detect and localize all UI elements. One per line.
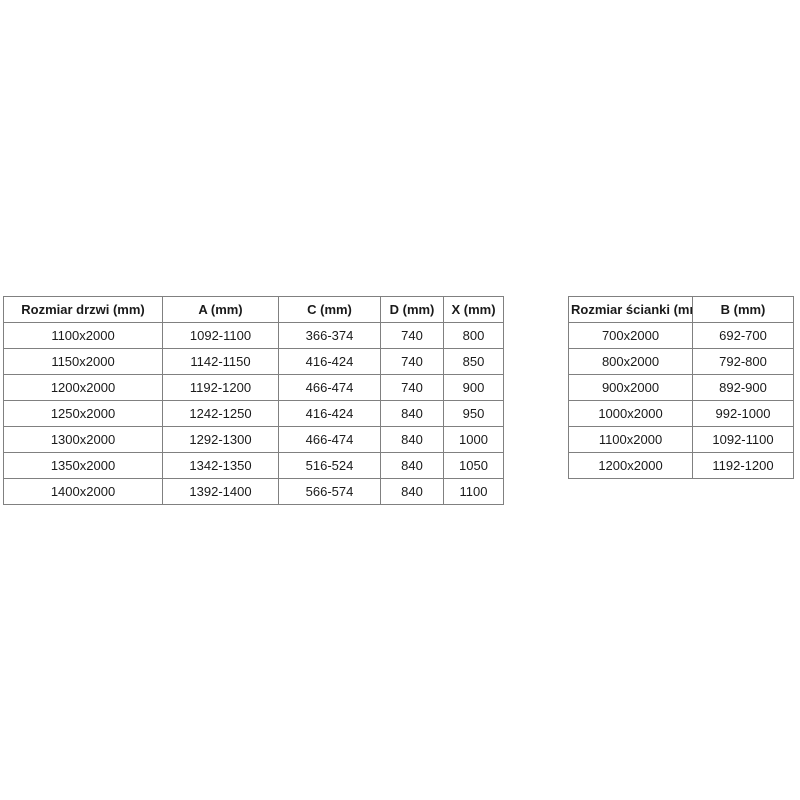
table-cell: 900 bbox=[443, 374, 504, 401]
column-header: X (mm) bbox=[443, 296, 504, 323]
table-cell: 416-424 bbox=[278, 348, 381, 375]
table-cell: 840 bbox=[380, 400, 444, 427]
table-cell: 740 bbox=[380, 348, 444, 375]
table-cell: 1342-1350 bbox=[162, 452, 279, 479]
door-size-table: Rozmiar drzwi (mm) A (mm) C (mm) D (mm) X (m… bbox=[3, 296, 504, 505]
header-row: Rozmiar drzwi (mm) A (mm) C (mm) D (mm) X (m… bbox=[3, 296, 504, 323]
table-cell: 1400x2000 bbox=[3, 478, 163, 505]
column-header: B (mm) bbox=[692, 296, 794, 323]
table-cell: 416-424 bbox=[278, 400, 381, 427]
table-cell: 1100x2000 bbox=[3, 322, 163, 349]
table-cell: 1300x2000 bbox=[3, 426, 163, 453]
table-cell: 700x2000 bbox=[568, 322, 693, 349]
table-cell: 1200x2000 bbox=[568, 452, 693, 479]
table-cell: 740 bbox=[380, 374, 444, 401]
table-row: 900x2000 892-900 bbox=[568, 374, 794, 401]
column-header: Rozmiar ścianki (mm) bbox=[568, 296, 693, 323]
table-cell: 1292-1300 bbox=[162, 426, 279, 453]
table-cell: 1000x2000 bbox=[568, 400, 693, 427]
table-cell: 1242-1250 bbox=[162, 400, 279, 427]
column-header: A (mm) bbox=[162, 296, 279, 323]
table-row: 1000x2000 992-1000 bbox=[568, 400, 794, 427]
table-row: 1200x2000 1192-1200 466-474 740 900 bbox=[3, 374, 504, 401]
table-cell: 1050 bbox=[443, 452, 504, 479]
table-cell: 840 bbox=[380, 426, 444, 453]
table-cell: 692-700 bbox=[692, 322, 794, 349]
table-cell: 950 bbox=[443, 400, 504, 427]
table-cell: 992-1000 bbox=[692, 400, 794, 427]
table-cell: 840 bbox=[380, 452, 444, 479]
table-cell: 900x2000 bbox=[568, 374, 693, 401]
table-row: 1400x2000 1392-1400 566-574 840 1100 bbox=[3, 478, 504, 505]
table-row: 1100x2000 1092-1100 bbox=[568, 426, 794, 453]
table-row: 1200x2000 1192-1200 bbox=[568, 452, 794, 479]
table-cell: 792-800 bbox=[692, 348, 794, 375]
table-cell: 1000 bbox=[443, 426, 504, 453]
column-header: C (mm) bbox=[278, 296, 381, 323]
table-row: 1350x2000 1342-1350 516-524 840 1050 bbox=[3, 452, 504, 479]
table-row: 1150x2000 1142-1150 416-424 740 850 bbox=[3, 348, 504, 375]
table-cell: 1392-1400 bbox=[162, 478, 279, 505]
table-cell: 892-900 bbox=[692, 374, 794, 401]
table-cell: 1200x2000 bbox=[3, 374, 163, 401]
table-cell: 466-474 bbox=[278, 426, 381, 453]
table-cell: 516-524 bbox=[278, 452, 381, 479]
table-cell: 1192-1200 bbox=[162, 374, 279, 401]
table-cell: 1100x2000 bbox=[568, 426, 693, 453]
table-cell: 1092-1100 bbox=[162, 322, 279, 349]
table-cell: 366-374 bbox=[278, 322, 381, 349]
table-row: 700x2000 692-700 bbox=[568, 322, 794, 349]
table-cell: 1142-1150 bbox=[162, 348, 279, 375]
table-cell: 566-574 bbox=[278, 478, 381, 505]
table-cell: 1092-1100 bbox=[692, 426, 794, 453]
table-cell: 1150x2000 bbox=[3, 348, 163, 375]
table-cell: 1100 bbox=[443, 478, 504, 505]
table-cell: 1250x2000 bbox=[3, 400, 163, 427]
table-cell: 850 bbox=[443, 348, 504, 375]
table-cell: 800x2000 bbox=[568, 348, 693, 375]
table-cell: 840 bbox=[380, 478, 444, 505]
wall-size-table: Rozmiar ścianki (mm) B (mm) 700x2000 692-70… bbox=[568, 296, 794, 479]
table-cell: 1350x2000 bbox=[3, 452, 163, 479]
table-cell: 1192-1200 bbox=[692, 452, 794, 479]
header-row: Rozmiar ścianki (mm) B (mm) bbox=[568, 296, 794, 323]
table-cell: 800 bbox=[443, 322, 504, 349]
table-row: 1100x2000 1092-1100 366-374 740 800 bbox=[3, 322, 504, 349]
table-row: 1250x2000 1242-1250 416-424 840 950 bbox=[3, 400, 504, 427]
table-cell: 740 bbox=[380, 322, 444, 349]
table-row: 800x2000 792-800 bbox=[568, 348, 794, 375]
column-header: D (mm) bbox=[380, 296, 444, 323]
table-row: 1300x2000 1292-1300 466-474 840 1000 bbox=[3, 426, 504, 453]
table-cell: 466-474 bbox=[278, 374, 381, 401]
column-header: Rozmiar drzwi (mm) bbox=[3, 296, 163, 323]
